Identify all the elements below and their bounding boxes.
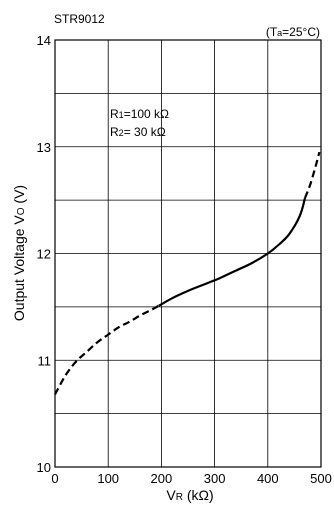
y-tick-label: 12: [37, 247, 51, 262]
x-axis-label: VR (kΩ): [166, 487, 213, 503]
x-tick-label: 0: [51, 471, 58, 486]
y-tick-label: 14: [37, 33, 51, 48]
part-number-label: STR9012: [54, 12, 105, 26]
condition-label: (Ta=25°C): [266, 25, 320, 39]
y-tick-label: 10: [37, 460, 51, 475]
y-axis-label: Output Voltage VO (V): [11, 185, 27, 321]
x-tick-label: 400: [257, 471, 279, 486]
x-tick-labels: 0 100 200 300 400 500: [51, 471, 331, 486]
x-tick-label: 200: [151, 471, 173, 486]
plot-frame: [54, 39, 322, 468]
r1-annotation: R1=100 kΩ: [110, 107, 169, 121]
r2-annotation: R2= 30 kΩ: [110, 125, 166, 139]
y-tick-label: 11: [38, 353, 52, 368]
curve-segment-dashed: [303, 151, 321, 199]
x-tick-label: 300: [204, 471, 226, 486]
curve-segment-solid: [158, 197, 307, 307]
y-tick-label: 13: [37, 140, 51, 155]
curves: [54, 151, 321, 395]
y-tick-labels: 10 11 12 13 14: [37, 33, 51, 475]
curve-segment-dashed: [54, 304, 160, 395]
x-tick-label: 100: [97, 471, 119, 486]
grid: [55, 40, 321, 467]
x-tick-label: 500: [310, 471, 332, 486]
